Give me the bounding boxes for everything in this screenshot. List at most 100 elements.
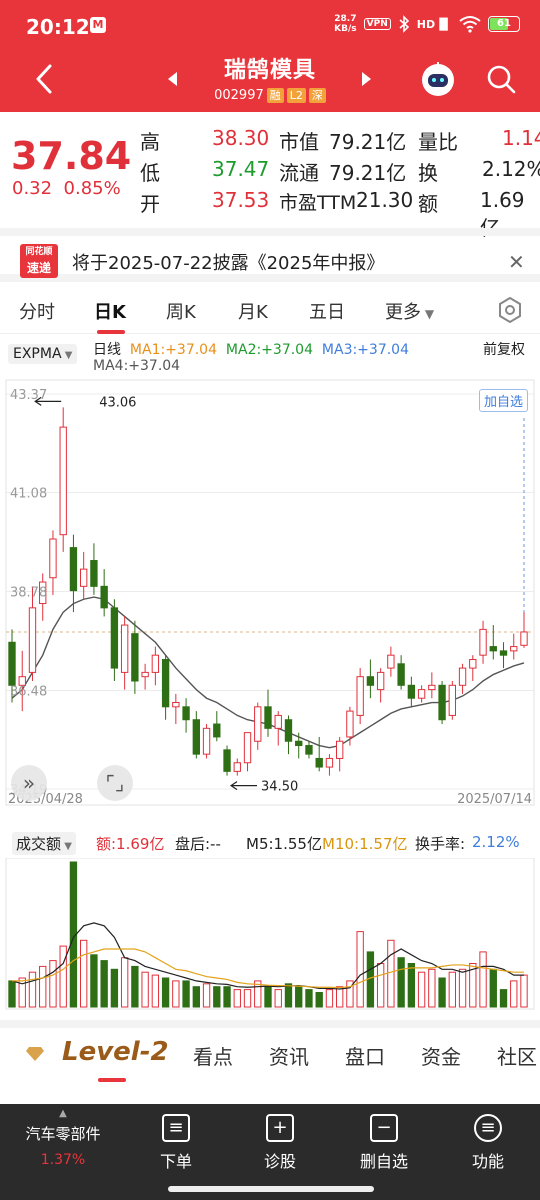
ma4-legend: MA4:+37.04 [93,358,180,374]
expand-sidebar-icon[interactable]: » [11,765,47,801]
volume-bar [264,986,272,1008]
volume-bar [407,963,416,1008]
turnover-rate-label: 换手率: [415,835,466,853]
candle-body [110,607,119,669]
current-price: 37.84 [11,134,132,178]
vpn-icon: VPN [363,18,391,30]
functions-button[interactable]: ≡ 功能 [448,1114,528,1172]
search-icon[interactable] [484,62,518,96]
add-favorite-button[interactable]: 加自选 [479,389,529,412]
indicator-select[interactable]: EXPMA ▼ [8,344,78,364]
price-change: 0.32 0.85% [12,178,121,199]
notice-text[interactable]: 将于2025-07-22披露《2025年中报》 [72,253,385,274]
volume-bar [305,989,313,1008]
volume-bar [336,986,344,1008]
sector-card[interactable]: ▲ 汽车零部件 1.37% [0,1104,126,1200]
tab-level2[interactable]: Level-2 [62,1037,169,1067]
tab-funds[interactable]: 资金 [421,1045,461,1069]
volume-indicator-select[interactable]: 成交额 ▼ [12,832,76,855]
turnover-value: 2.12% [482,157,540,181]
tab-five-day[interactable]: 五日 [309,302,345,323]
float-cap-label: 流通 [279,161,319,185]
candle-body [387,654,395,669]
home-indicator [168,1186,374,1192]
settings-icon[interactable] [496,296,524,324]
float-cap-value: 79.21亿 [329,161,407,185]
candle-body [213,723,221,738]
volume-bar [254,980,262,1008]
volume-bar [438,977,446,1008]
period-label: 日线 [93,342,121,358]
candle-body [284,719,293,742]
tab-monthly-k[interactable]: 月K [238,302,268,323]
candle-body [254,706,262,742]
order-button[interactable]: ≡ 下单 [136,1114,216,1172]
volume-bar [325,989,334,1008]
tab-more[interactable]: 更多 ▼ [385,302,435,323]
back-icon[interactable] [30,62,60,96]
next-stock-icon[interactable] [362,72,371,86]
robot-assistant-icon[interactable] [419,60,457,98]
candle-body [120,624,129,673]
candle-body [100,585,108,609]
low-value: 37.47 [212,157,270,181]
tab-highlights[interactable]: 看点 [193,1045,233,1069]
turnover-label: 换 [418,161,438,185]
notice-banner[interactable]: 同花顺 速递 将于2025-07-22披露《2025年中报》 ✕ [0,228,540,282]
open-value: 37.53 [212,188,270,212]
candle-body [346,710,354,738]
volume-bar [479,951,487,1008]
volume-chart[interactable] [0,858,540,1010]
max-arrow-head [34,396,42,406]
margin-tag: 融 [266,88,284,103]
candle-body [428,684,436,691]
kline-frame [5,379,535,806]
level2-tag: L2 [286,88,306,103]
candle-body [161,658,170,708]
ma-legend: 日线 MA1:+37.04 MA2:+37.04 MA3:+37.04 [93,339,409,359]
kline-chart[interactable]: 43.3741.0838.7836.4834.1943.0634.502025/… [0,378,540,810]
change-value: 0.32 [12,178,53,199]
candle-body [202,727,211,755]
diagnose-button[interactable]: + 诊股 [240,1114,320,1172]
volume-bar [428,968,436,1008]
prev-stock-icon[interactable] [168,72,177,86]
candle-body [448,684,456,716]
candle-body [39,581,47,605]
pe-value: 21.30 [356,188,414,212]
bottom-toolbar: ▲ 汽车零部件 1.37% ≡ 下单 + 诊股 − 删自选 ≡ 功能 [0,1104,540,1200]
menu-icon: ≡ [474,1114,502,1142]
tab-weekly-k[interactable]: 周K [166,302,196,323]
volume-bar [100,960,108,1008]
candle-body [315,757,323,768]
remove-favorite-button[interactable]: − 删自选 [344,1114,424,1172]
tab-community[interactable]: 社区 [497,1045,537,1069]
candle-body [80,568,88,587]
high-value: 38.30 [212,126,270,150]
fullscreen-icon[interactable]: ⌜⌟ [97,765,133,801]
candle-body [407,684,416,699]
candle-body [8,641,16,686]
tab-intraday[interactable]: 分时 [19,302,55,323]
volume-bar [376,963,385,1008]
adjust-mode[interactable]: 前复权 [483,342,525,358]
close-icon[interactable]: ✕ [508,250,525,274]
candle-body [69,547,78,592]
tab-news[interactable]: 资讯 [269,1045,309,1069]
quote-panel: 37.84 [0,112,540,224]
volume-bar [192,986,200,1008]
volume-bar [295,986,303,1008]
candle-body [151,654,160,673]
candle-body [49,538,57,579]
stock-name: 瑞鹄模具 [223,58,316,83]
candle-body [356,676,364,716]
volume-header: 成交额 ▼ 额:1.69亿 盘后:-- M5:1.55亿 M10:1.57亿 换… [0,828,540,858]
tab-orderbook[interactable]: 盘口 [345,1045,385,1069]
low-label: 低 [140,161,160,185]
volume-bar [223,986,231,1008]
stock-code: 002997 [214,88,264,103]
candle-body [376,671,385,691]
volume-bar [520,974,528,1008]
volume-bars [5,858,535,1010]
tab-daily-k[interactable]: 日K [94,302,126,323]
